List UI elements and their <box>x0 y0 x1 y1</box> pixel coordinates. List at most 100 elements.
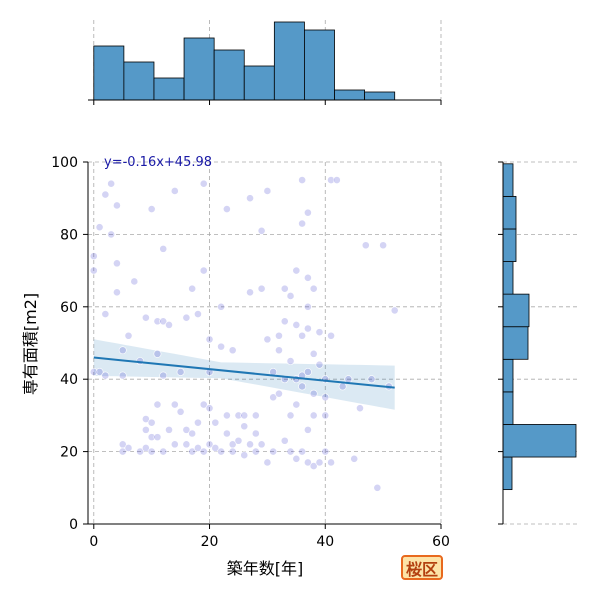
y-tick-label: 80 <box>60 227 78 243</box>
scatter-point <box>240 451 249 460</box>
scatter-point <box>205 440 214 449</box>
scatter-point <box>194 444 202 452</box>
right-hist-bar <box>502 195 517 230</box>
x-tick-label: 20 <box>201 534 219 550</box>
scatter-point <box>188 429 197 438</box>
scatter-point <box>298 176 307 184</box>
scatter-point <box>240 411 249 420</box>
scatter-point <box>141 313 150 322</box>
scatter-point <box>304 425 312 434</box>
scatter-point <box>159 244 168 253</box>
scatter-point <box>205 335 214 344</box>
axes <box>87 162 441 525</box>
scatter-point <box>321 393 330 402</box>
top-hist-bar <box>123 61 155 101</box>
scatter-point <box>170 440 179 449</box>
scatter-points <box>89 176 399 492</box>
scatter-point <box>315 360 324 369</box>
confidence-band <box>93 339 395 410</box>
y-tick-label: 40 <box>60 372 78 388</box>
scatter-point <box>222 205 231 213</box>
scatter-point <box>327 331 335 340</box>
right-hist-bar <box>502 326 529 360</box>
scatter-point <box>275 331 283 340</box>
scatter-point <box>356 404 364 413</box>
scatter-point <box>141 425 150 434</box>
scatter-point <box>199 447 208 456</box>
right-hist-bar <box>502 163 514 197</box>
scatter-point <box>159 317 168 326</box>
scatter-point <box>309 389 318 398</box>
scatter-point <box>130 277 139 286</box>
scatter-point <box>344 375 353 384</box>
scatter-point <box>379 241 388 250</box>
scatter-point <box>304 302 312 311</box>
scatter-point <box>147 447 156 456</box>
scatter-point <box>292 400 301 409</box>
x-tick-label: 40 <box>316 534 334 550</box>
scatter-point <box>269 447 278 456</box>
top-hist-bar <box>304 29 335 101</box>
scatter-point <box>176 368 185 376</box>
scatter-point <box>153 400 162 409</box>
scatter-point <box>153 433 162 442</box>
scatter-point <box>170 400 179 409</box>
scatter-point <box>309 462 318 470</box>
scatter-point <box>188 447 197 456</box>
top-hist-bar <box>183 37 215 101</box>
scatter-point <box>199 266 208 275</box>
scatter-point <box>101 190 110 199</box>
right-hist-bar <box>502 391 514 425</box>
scatter-point <box>286 292 295 300</box>
scatter-point <box>234 436 243 445</box>
scatter-point <box>315 328 324 337</box>
scatter-point <box>211 444 220 452</box>
scatter-point <box>246 194 254 203</box>
scatter-point <box>327 176 335 184</box>
scatter-point <box>89 368 98 376</box>
scatter-point <box>222 411 231 420</box>
scatter-point <box>165 320 173 329</box>
scatter-point <box>211 418 220 427</box>
scatter-point <box>89 266 98 275</box>
y-tick-label: 0 <box>69 517 78 533</box>
scatter-point <box>309 411 318 420</box>
scatter-point <box>153 349 162 358</box>
scatter-point <box>275 389 283 398</box>
scatter-point <box>321 411 330 420</box>
scatter-point <box>257 284 266 293</box>
scatter-point <box>263 187 272 195</box>
scatter-point <box>286 447 295 456</box>
right-hist-bar <box>502 293 530 328</box>
scatter-point <box>136 447 144 456</box>
right-hist-bar <box>502 424 577 458</box>
scatter-point <box>107 179 116 188</box>
top-hist-bar <box>93 45 125 101</box>
y-tick-label: 100 <box>51 155 78 171</box>
scatter-point <box>199 400 208 409</box>
scatter-point <box>275 346 283 355</box>
scatter-point <box>113 259 121 268</box>
scatter-point <box>367 375 376 384</box>
scatter-point <box>304 273 312 282</box>
scatter-point <box>124 444 133 452</box>
scatter-point <box>176 407 185 416</box>
top-hist-bar <box>334 89 366 101</box>
scatter-point <box>390 306 399 315</box>
scatter-point <box>251 447 260 456</box>
scatter-point <box>298 447 307 456</box>
scatter-point <box>286 411 295 420</box>
right-hist-bar <box>502 228 517 262</box>
scatter-point <box>332 176 341 184</box>
top-hist-bar <box>243 65 275 101</box>
scatter-point <box>113 288 121 297</box>
scatter-point <box>263 458 272 467</box>
scatter-point <box>350 454 359 463</box>
scatter-point <box>141 415 150 423</box>
scatter-point <box>165 425 173 434</box>
scatter-point <box>263 335 272 344</box>
scatter-point <box>147 433 156 442</box>
scatter-point <box>246 288 254 297</box>
regression-line-group <box>93 356 395 389</box>
